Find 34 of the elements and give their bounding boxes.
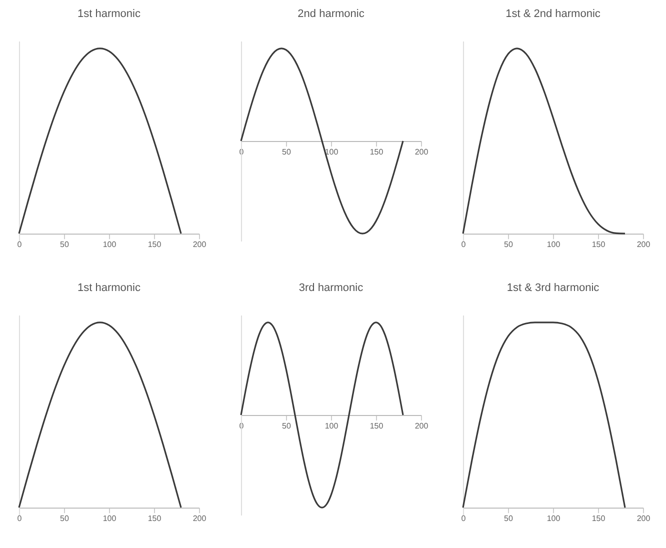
chart-title: 3rd harmonic: [298, 282, 364, 294]
chart-title: 1st & 3rd harmonic: [506, 282, 600, 294]
x-tick-label: 100: [102, 240, 117, 250]
x-tick-label: 150: [370, 422, 384, 430]
x-tick-label: 100: [546, 240, 561, 250]
x-tick-label: 100: [546, 514, 561, 524]
x-tick-label: 0: [461, 240, 466, 250]
chart-title: 2nd harmonic: [298, 8, 365, 20]
chart-title: 1st & 2nd harmonic: [506, 8, 601, 20]
x-tick-label: 50: [504, 514, 514, 524]
x-tick-label: 200: [636, 514, 651, 524]
x-tick-label: 200: [636, 240, 651, 250]
x-tick-label: 100: [324, 148, 339, 156]
x-tick-label: 150: [148, 514, 162, 524]
x-tick-label: 150: [592, 514, 606, 524]
chart-title: 1st harmonic: [78, 8, 141, 20]
x-tick-label: 150: [148, 240, 162, 250]
x-tick-label: 150: [370, 148, 384, 156]
x-tick-label: 0: [461, 514, 466, 524]
x-tick-label: 100: [102, 514, 117, 524]
x-tick-label: 100: [324, 422, 339, 430]
x-tick-label: 200: [192, 240, 207, 250]
x-tick-label: 50: [282, 148, 292, 156]
chart-title: 1st harmonic: [78, 282, 141, 294]
x-tick-label: 50: [60, 240, 70, 250]
x-tick-label: 50: [282, 422, 292, 430]
x-tick-label: 200: [414, 148, 429, 156]
x-tick-label: 50: [504, 240, 514, 250]
x-tick-label: 150: [592, 240, 606, 250]
x-tick-label: 0: [17, 240, 22, 250]
x-tick-label: 200: [414, 422, 429, 430]
x-tick-label: 200: [192, 514, 207, 524]
x-tick-label: 50: [60, 514, 70, 524]
x-tick-label: 0: [17, 514, 22, 524]
